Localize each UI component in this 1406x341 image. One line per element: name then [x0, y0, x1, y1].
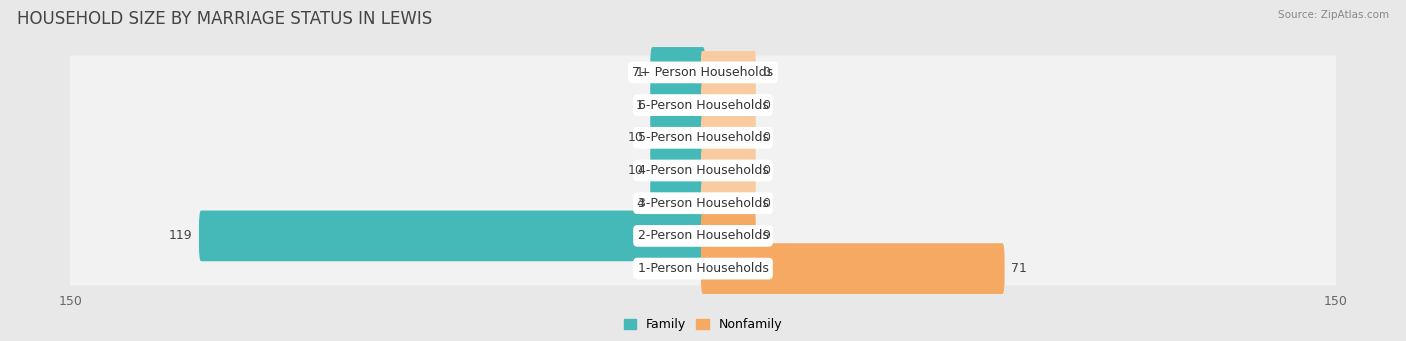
FancyBboxPatch shape [700, 243, 1004, 294]
FancyBboxPatch shape [700, 113, 756, 163]
FancyBboxPatch shape [62, 219, 1344, 253]
Text: 0: 0 [762, 66, 770, 79]
Text: Source: ZipAtlas.com: Source: ZipAtlas.com [1278, 10, 1389, 20]
Legend: Family, Nonfamily: Family, Nonfamily [619, 313, 787, 336]
FancyBboxPatch shape [62, 88, 1344, 122]
Text: 1: 1 [636, 66, 644, 79]
FancyBboxPatch shape [62, 186, 1344, 220]
FancyBboxPatch shape [650, 80, 706, 131]
Text: 10: 10 [628, 131, 644, 144]
FancyBboxPatch shape [700, 178, 756, 228]
Text: 0: 0 [762, 164, 770, 177]
Text: 4: 4 [636, 197, 644, 210]
Text: 2-Person Households: 2-Person Households [637, 229, 769, 242]
FancyBboxPatch shape [650, 113, 706, 163]
FancyBboxPatch shape [62, 153, 1344, 188]
FancyBboxPatch shape [700, 80, 756, 131]
FancyBboxPatch shape [650, 145, 706, 196]
Text: 71: 71 [1011, 262, 1026, 275]
Text: 0: 0 [762, 197, 770, 210]
Text: 6-Person Households: 6-Person Households [637, 99, 769, 112]
Text: 1-Person Households: 1-Person Households [637, 262, 769, 275]
FancyBboxPatch shape [650, 178, 706, 228]
FancyBboxPatch shape [62, 121, 1344, 155]
Text: 10: 10 [628, 164, 644, 177]
FancyBboxPatch shape [700, 145, 756, 196]
Text: 3-Person Households: 3-Person Households [637, 197, 769, 210]
Text: HOUSEHOLD SIZE BY MARRIAGE STATUS IN LEWIS: HOUSEHOLD SIZE BY MARRIAGE STATUS IN LEW… [17, 10, 432, 28]
FancyBboxPatch shape [700, 47, 756, 98]
Text: 5-Person Households: 5-Person Households [637, 131, 769, 144]
Text: 119: 119 [169, 229, 193, 242]
Text: 9: 9 [762, 229, 770, 242]
FancyBboxPatch shape [62, 252, 1344, 286]
Text: 1: 1 [636, 99, 644, 112]
FancyBboxPatch shape [700, 210, 756, 261]
Text: 0: 0 [762, 131, 770, 144]
FancyBboxPatch shape [62, 55, 1344, 89]
Text: 4-Person Households: 4-Person Households [637, 164, 769, 177]
FancyBboxPatch shape [650, 47, 706, 98]
Text: 7+ Person Households: 7+ Person Households [633, 66, 773, 79]
Text: 0: 0 [762, 99, 770, 112]
FancyBboxPatch shape [198, 210, 706, 261]
